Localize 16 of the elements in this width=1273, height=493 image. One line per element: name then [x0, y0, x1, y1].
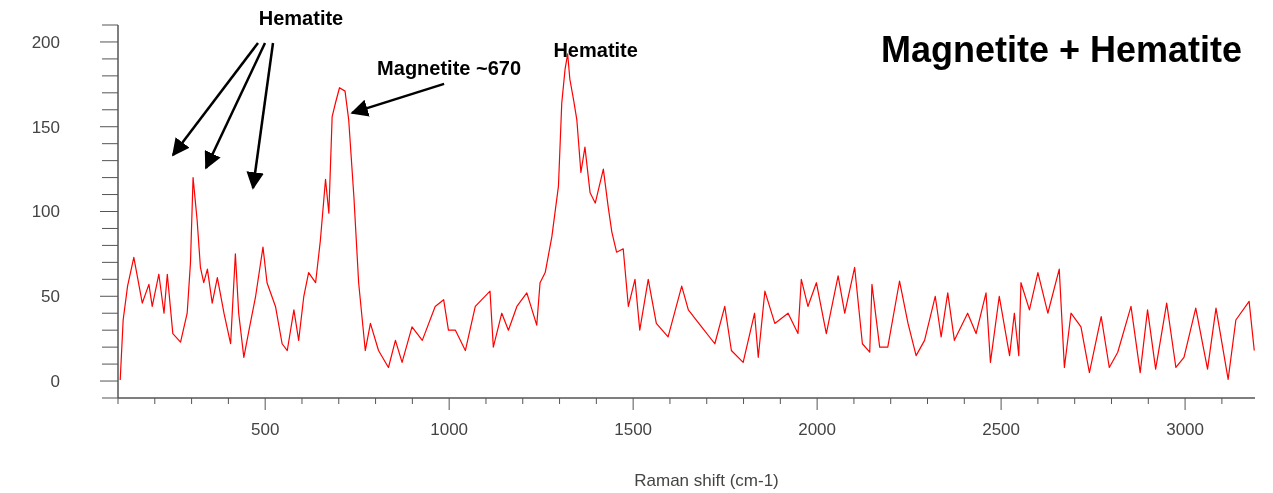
x-tick-label: 3000 — [1166, 420, 1204, 439]
y-tick-label: 0 — [50, 372, 60, 391]
annotation: Magnetite ~670 — [377, 56, 522, 79]
x-axis-title: Raman shift (cm-1) — [634, 471, 779, 490]
y-tick-label: 100 — [31, 202, 60, 222]
y-tick-label: 150 — [31, 117, 60, 137]
x-tick-label: 2500 — [982, 420, 1021, 439]
x-tick-label: 1000 — [430, 420, 469, 439]
chart-title: Magnetite + Hematite — [880, 29, 1242, 70]
annotation: Hematite — [553, 38, 638, 61]
y-tick-label: 200 — [31, 32, 60, 52]
y-tick-label: 50 — [41, 287, 60, 307]
x-tick-label: 1500 — [614, 420, 653, 439]
x-tick-label: 2000 — [798, 420, 837, 439]
annotation: Hematite — [258, 7, 344, 29]
x-tick-label: 500 — [251, 420, 280, 439]
